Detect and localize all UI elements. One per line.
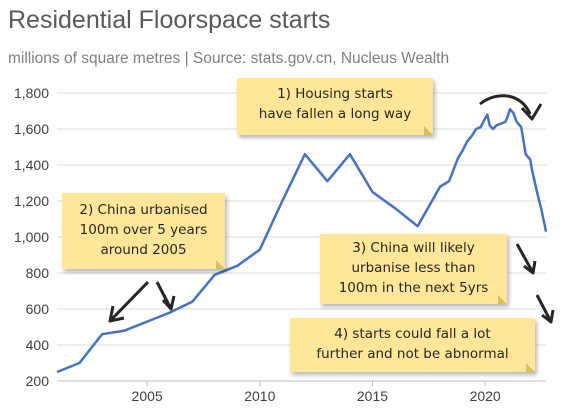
- x-axis-ticks: 2005 2010 2015 2020: [132, 381, 501, 404]
- y-tick-label: 1,600: [14, 121, 49, 137]
- note3-line-1: 3) China will likely: [352, 240, 475, 256]
- note2-line-3: around 2005: [100, 242, 187, 258]
- y-tick-label: 800: [26, 265, 50, 281]
- x-tick-label: 2010: [244, 388, 275, 404]
- note3-line-2: urbanise less than: [351, 260, 476, 276]
- arrow-note2b-icon: [155, 281, 172, 308]
- y-tick-label: 1,800: [14, 85, 49, 101]
- arrow-note4-head-icon: [541, 309, 555, 324]
- arrow-note3-head-icon: [523, 260, 537, 275]
- arrow-note3-icon: [515, 243, 534, 272]
- arrow-note2b-head-icon: [161, 295, 176, 311]
- arrow-note1-icon: [479, 94, 532, 115]
- series-line: [56, 107, 548, 374]
- x-tick-label: 2005: [132, 388, 163, 404]
- annotation-note-2: 2) China urbanised 100m over 5 years aroun…: [62, 193, 225, 269]
- y-tick-label: 400: [26, 337, 50, 353]
- y-tick-label: 200: [26, 373, 50, 389]
- note3-line-3: 100m in the next 5yrs: [338, 280, 489, 296]
- x-tick-label: 2015: [357, 388, 388, 404]
- y-tick-label: 1,200: [14, 193, 49, 209]
- note4-line-2: further and not be abnormal: [316, 346, 509, 362]
- annotation-note-3: 3) China will likely urbanise less than 10…: [320, 234, 507, 304]
- note4-line-1: 4) starts could fall a lot: [334, 326, 491, 342]
- x-tick-label: 2020: [470, 388, 501, 404]
- note1-line-1: 1) Housing starts: [277, 86, 393, 102]
- annotation-note-4: 4) starts could fall a lot further and no…: [290, 318, 535, 372]
- chart-title: Residential Floorspace starts: [8, 6, 331, 34]
- annotation-arrows: [108, 94, 555, 324]
- y-axis-ticks: 200 400 600 800 1,000 1,200 1,400 1,600 1,800: [14, 85, 49, 389]
- note1-line-2: have fallen a long way: [258, 106, 412, 122]
- y-tick-label: 1,000: [14, 229, 49, 245]
- chart-subtitle: millions of square metres | Source: stat…: [8, 50, 450, 67]
- annotation-note-1: 1) Housing starts have fallen a long way: [237, 78, 433, 135]
- note2-line-1: 2) China urbanised: [79, 202, 208, 218]
- arrow-note4-icon: [535, 294, 552, 321]
- y-tick-label: 600: [26, 301, 50, 317]
- arrow-note1-head-icon: [520, 103, 543, 121]
- arrow-note2a-head-icon: [108, 305, 125, 323]
- arrow-note2a-icon: [109, 280, 150, 322]
- y-tick-label: 1,400: [14, 157, 49, 173]
- note2-line-2: 100m over 5 years: [79, 222, 208, 238]
